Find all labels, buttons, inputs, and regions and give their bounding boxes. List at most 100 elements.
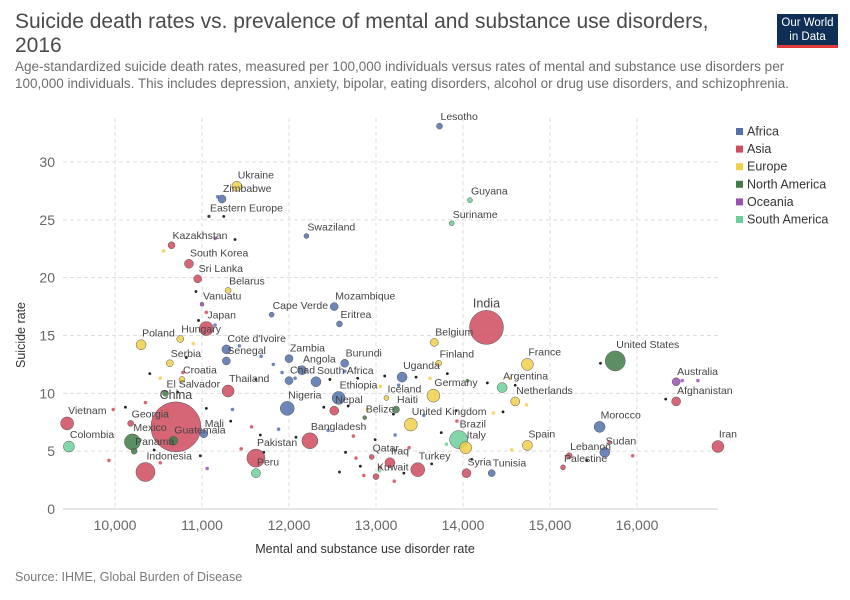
data-point[interactable] — [204, 310, 209, 315]
point-kazakhstan[interactable] — [167, 241, 176, 250]
point-serbia[interactable] — [166, 359, 174, 368]
point-india[interactable] — [469, 310, 504, 345]
data-point[interactable] — [158, 460, 163, 465]
point-swaziland[interactable] — [303, 233, 310, 239]
data-point[interactable] — [328, 378, 332, 381]
data-point[interactable] — [421, 413, 427, 418]
point-burundi[interactable] — [340, 359, 349, 368]
data-point[interactable] — [491, 410, 496, 416]
data-point[interactable] — [406, 445, 412, 450]
data-point[interactable] — [143, 400, 148, 405]
data-point[interactable] — [383, 374, 387, 378]
data-point[interactable] — [445, 372, 449, 376]
legend-label-europe[interactable]: Europe — [747, 160, 787, 174]
point-united-kingdom[interactable] — [404, 417, 418, 432]
point-syria[interactable] — [461, 468, 472, 478]
data-point[interactable] — [454, 409, 458, 413]
data-point[interactable] — [680, 378, 685, 383]
data-point[interactable] — [664, 397, 668, 401]
data-point[interactable] — [599, 361, 602, 365]
data-point[interactable] — [346, 404, 350, 408]
point-finland[interactable] — [435, 360, 442, 367]
point-indonesia[interactable] — [135, 462, 156, 482]
point-qatar[interactable] — [368, 454, 375, 460]
point-belarus[interactable] — [224, 287, 232, 294]
point-mali[interactable] — [199, 429, 208, 439]
point-haiti[interactable] — [392, 405, 400, 414]
data-point[interactable] — [258, 433, 262, 437]
data-point[interactable] — [430, 462, 434, 466]
data-point[interactable] — [524, 402, 529, 408]
point-peru[interactable] — [251, 468, 261, 478]
legend-label-oceania[interactable]: Oceania — [747, 195, 794, 209]
point-zambia[interactable] — [284, 354, 294, 363]
point-senegal[interactable] — [222, 356, 231, 366]
data-point[interactable] — [392, 412, 395, 416]
data-point[interactable] — [106, 458, 112, 463]
data-point[interactable] — [279, 370, 285, 375]
data-point[interactable] — [158, 376, 163, 381]
point-belize[interactable] — [362, 415, 367, 420]
point-cape-verde[interactable] — [268, 311, 275, 318]
data-point[interactable] — [344, 450, 347, 454]
point-italy[interactable] — [459, 441, 472, 454]
legend-label-asia[interactable]: Asia — [747, 142, 771, 156]
point-spain[interactable] — [522, 440, 533, 451]
data-point[interactable] — [356, 376, 360, 380]
data-point[interactable] — [222, 214, 226, 218]
data-point[interactable] — [513, 383, 517, 387]
data-point[interactable] — [373, 438, 377, 441]
data-point[interactable] — [353, 455, 359, 461]
point-suriname[interactable] — [448, 220, 455, 227]
data-point[interactable] — [402, 471, 406, 475]
data-point[interactable] — [427, 376, 433, 381]
data-point[interactable] — [148, 372, 152, 376]
point-morocco[interactable] — [593, 421, 606, 433]
point-uganda[interactable] — [396, 371, 408, 383]
point-ethiopia[interactable] — [331, 391, 346, 405]
data-point[interactable] — [392, 432, 398, 438]
data-point[interactable] — [276, 426, 281, 432]
data-point[interactable] — [161, 248, 166, 254]
point-lesotho[interactable] — [436, 122, 443, 130]
data-point[interactable] — [606, 439, 612, 445]
data-point[interactable] — [180, 370, 186, 375]
data-point[interactable] — [184, 356, 188, 359]
point-iran[interactable] — [711, 440, 725, 453]
point-chad[interactable] — [284, 376, 294, 385]
data-point[interactable] — [204, 406, 208, 410]
point-iceland[interactable] — [383, 395, 390, 401]
point-ukraine[interactable] — [231, 181, 243, 192]
point-nigeria[interactable] — [280, 401, 295, 416]
data-point[interactable] — [254, 378, 258, 381]
point-poland[interactable] — [135, 339, 147, 350]
point-el-salvador[interactable] — [162, 390, 169, 397]
data-point[interactable] — [249, 424, 254, 430]
data-point[interactable] — [325, 428, 331, 433]
point-hungary[interactable] — [176, 335, 184, 343]
data-point[interactable] — [378, 384, 383, 389]
point-georgia[interactable] — [127, 420, 134, 427]
point-iraq[interactable] — [384, 457, 396, 468]
point-pakistan[interactable] — [246, 448, 266, 468]
point-panama[interactable] — [130, 447, 138, 455]
point-france[interactable] — [521, 358, 534, 371]
point-tunisia[interactable] — [487, 469, 496, 477]
data-point[interactable] — [230, 407, 235, 412]
data-point[interactable] — [197, 319, 200, 322]
point-sri-lanka[interactable] — [193, 274, 202, 284]
owid-logo[interactable]: Our World in Data — [777, 14, 838, 48]
data-point[interactable] — [258, 354, 264, 359]
data-point[interactable] — [124, 405, 127, 409]
data-point[interactable] — [111, 407, 116, 412]
data-point[interactable] — [396, 383, 401, 388]
data-point[interactable] — [465, 378, 470, 383]
data-point[interactable] — [237, 343, 242, 349]
data-point[interactable] — [501, 410, 505, 414]
point-sudan[interactable] — [599, 447, 611, 458]
point-japan[interactable] — [199, 321, 214, 336]
data-point[interactable] — [338, 470, 341, 474]
point-eritrea[interactable] — [336, 320, 343, 328]
data-point[interactable] — [444, 442, 449, 447]
point-angola[interactable] — [297, 365, 307, 375]
